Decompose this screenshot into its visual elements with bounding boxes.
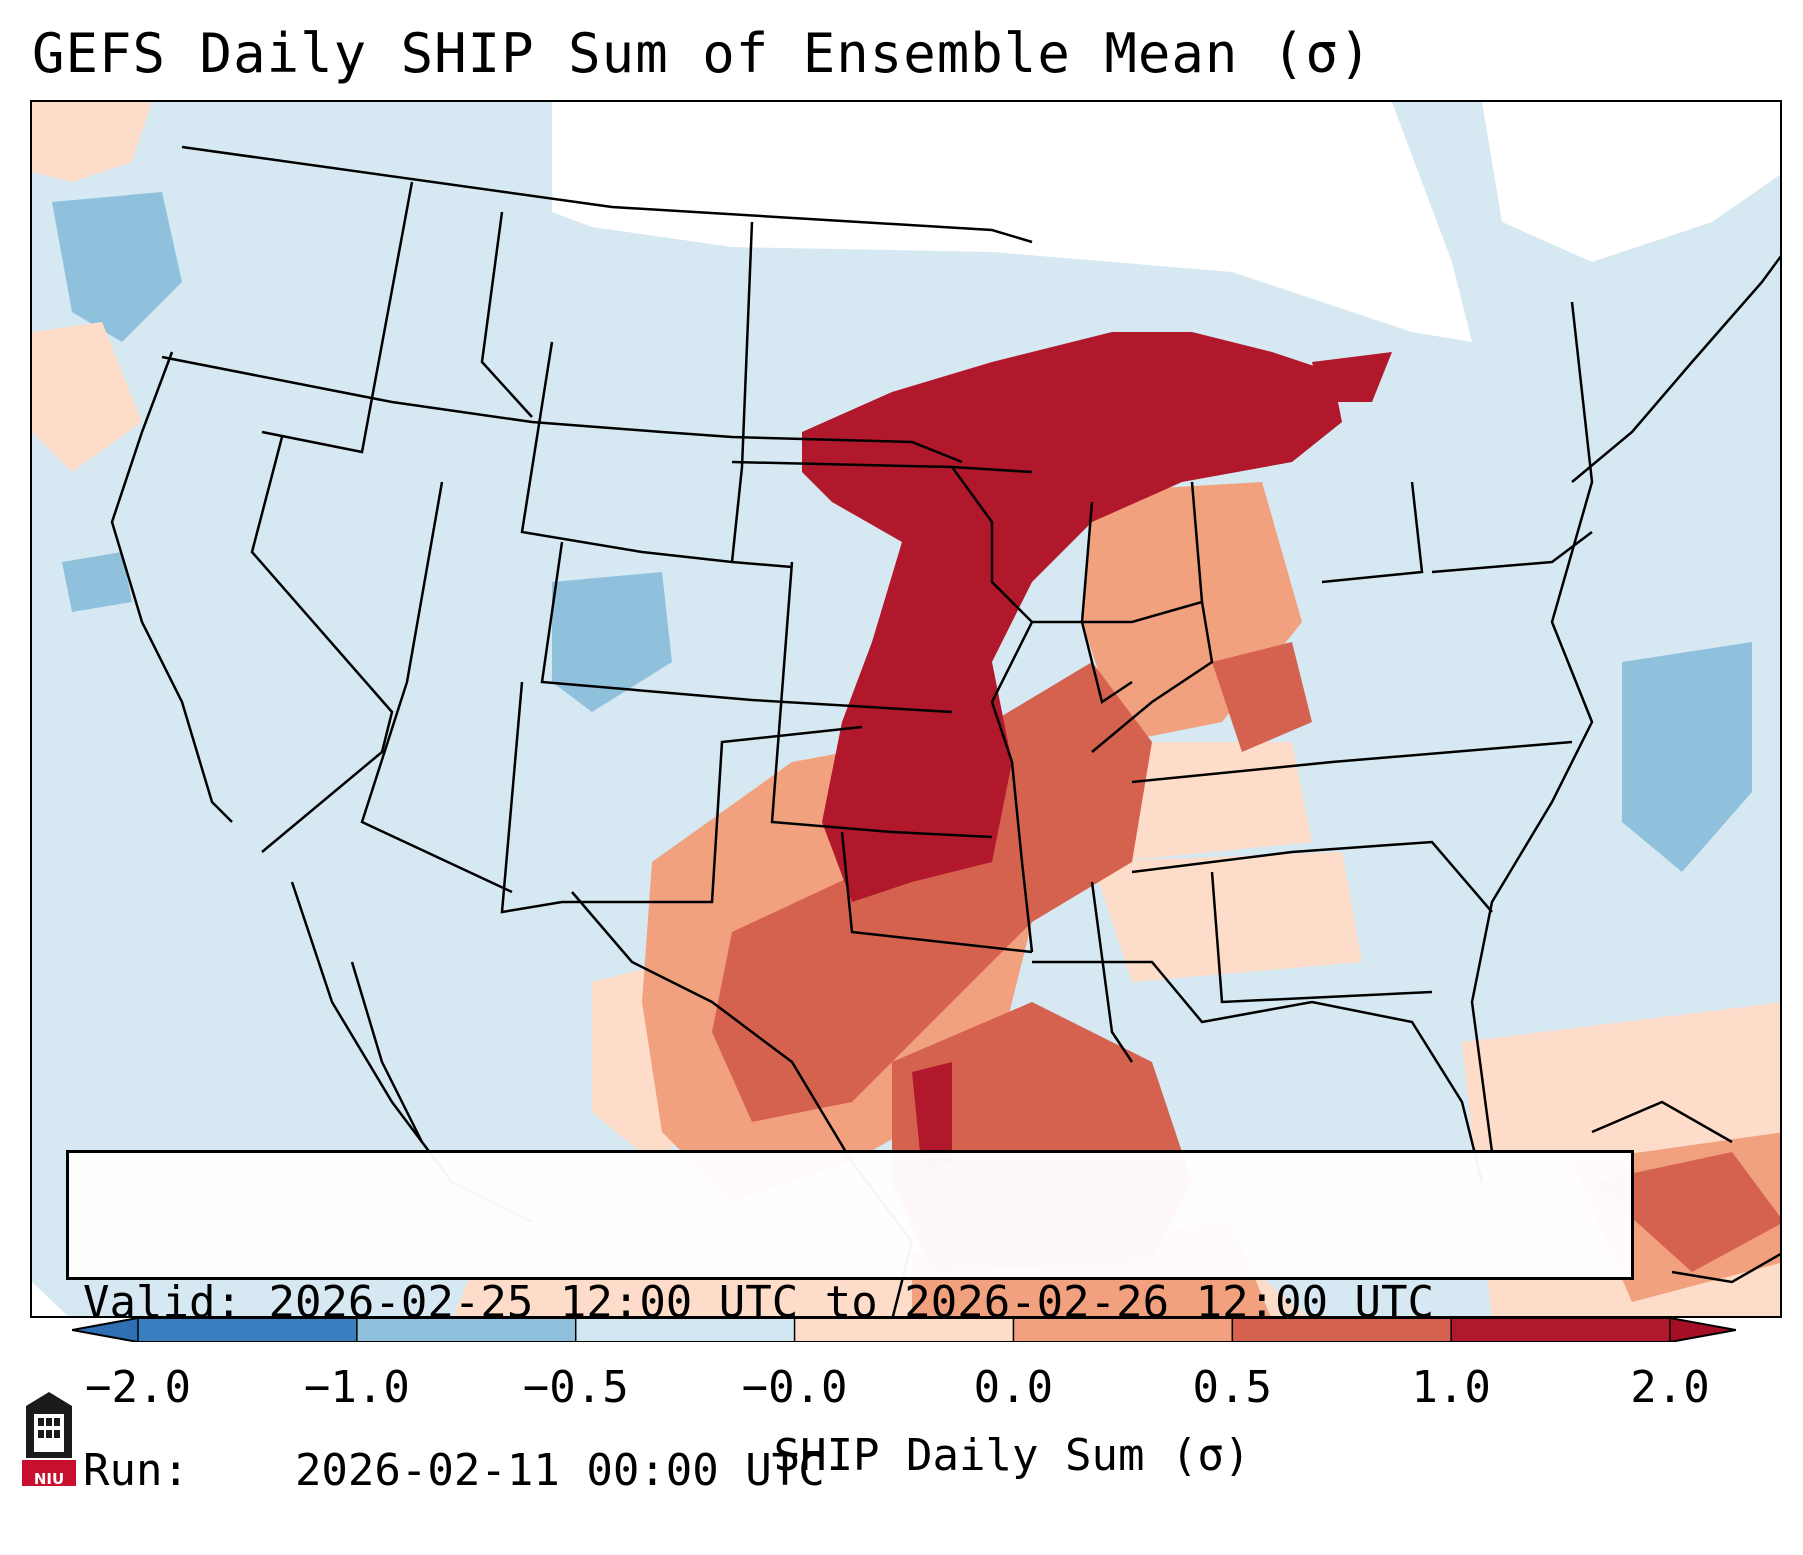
niu-logo-text: NIU: [33, 1470, 65, 1488]
colorbar-tick-label: 0.0: [973, 1362, 1054, 1413]
colorbar-tick-label: 0.5: [1192, 1362, 1273, 1413]
colorbar: [72, 1318, 1736, 1342]
colorbar-tick-label: 2.0: [1630, 1362, 1710, 1413]
colorbar-tick-label: −0.5: [522, 1362, 629, 1413]
colorbar-tick-label: 1.0: [1411, 1362, 1491, 1413]
colorbar-segment: [575, 1318, 796, 1342]
colorbar-svg: [72, 1318, 1736, 1342]
valid-run-info-box: Valid: 2026-02-25 12:00 UTC to 2026-02-2…: [66, 1150, 1634, 1496]
colorbar-tick-label: −0.0: [741, 1362, 848, 1413]
run-value: 2026-02-11 00:00 UTC: [294, 1445, 825, 1496]
colorbar-segment: [356, 1318, 577, 1342]
colorbar-title: SHIP Daily Sum (σ): [773, 1430, 1251, 1481]
below-normal-patches: [52, 192, 1752, 872]
colorbar-segment: [794, 1318, 1014, 1342]
extreme-above-normal-region: [802, 332, 1392, 1172]
colorbar-extend-low: [72, 1318, 138, 1342]
colorbar-extend-high: [1670, 1318, 1736, 1342]
run-row: Run: 2026-02-11 00:00 UTC: [83, 1443, 1617, 1499]
colorbar-segment: [1232, 1318, 1452, 1342]
colorbar-segment: [138, 1318, 358, 1342]
run-label: Run:: [83, 1445, 189, 1496]
niu-logo-icon: [22, 1392, 76, 1486]
map-panel: [30, 100, 1782, 1318]
missing-data-regions: [32, 102, 1780, 1316]
chart-title: GEFS Daily SHIP Sum of Ensemble Mean (σ): [32, 22, 1373, 85]
colorbar-tick-label: −2.0: [85, 1362, 191, 1413]
anomaly-map: [32, 102, 1780, 1316]
colorbar-tick-label: −1.0: [303, 1362, 410, 1413]
colorbar-segment: [1013, 1318, 1233, 1342]
colorbar-segment: [1451, 1318, 1671, 1342]
political-boundaries: [110, 145, 1780, 1316]
